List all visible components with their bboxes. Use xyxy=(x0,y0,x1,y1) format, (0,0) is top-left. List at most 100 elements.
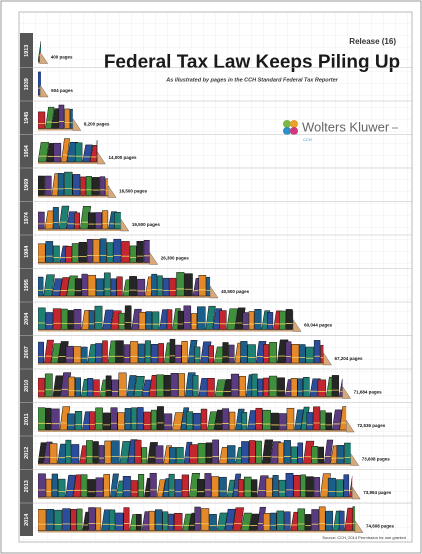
value-label: 74,608 pages xyxy=(366,524,395,529)
y-tick-label: 1945 xyxy=(24,112,30,124)
book xyxy=(64,171,73,196)
book xyxy=(116,276,123,297)
book xyxy=(102,412,111,431)
row: 1945 8,200 pages xyxy=(20,100,412,131)
book xyxy=(254,309,262,330)
book xyxy=(344,442,351,464)
book xyxy=(68,376,76,397)
book xyxy=(71,243,79,263)
book xyxy=(95,343,103,364)
book xyxy=(238,375,246,397)
book xyxy=(67,413,75,431)
bar-end xyxy=(350,452,360,466)
book xyxy=(267,312,274,330)
bar-end xyxy=(323,352,332,366)
book xyxy=(166,309,173,330)
books xyxy=(38,372,343,397)
book xyxy=(184,273,193,297)
book xyxy=(262,409,271,431)
book xyxy=(88,310,95,330)
book xyxy=(94,305,103,330)
book xyxy=(176,272,185,297)
book xyxy=(115,512,124,531)
bar-end xyxy=(39,50,49,64)
book xyxy=(38,509,47,531)
book xyxy=(145,311,153,330)
book xyxy=(88,212,96,230)
book xyxy=(162,511,169,531)
book xyxy=(109,473,119,498)
book xyxy=(76,508,83,531)
book xyxy=(302,377,310,397)
book xyxy=(261,439,274,464)
book xyxy=(58,478,66,498)
book xyxy=(65,345,74,364)
book xyxy=(57,173,65,196)
book xyxy=(59,277,70,297)
book xyxy=(255,407,263,431)
book xyxy=(248,311,255,330)
book xyxy=(82,144,93,163)
bar-end xyxy=(345,419,355,433)
book xyxy=(38,211,45,230)
book xyxy=(38,473,46,498)
y-tick-label: 2004 xyxy=(24,312,30,325)
book xyxy=(61,308,68,330)
book xyxy=(162,277,170,297)
book xyxy=(263,377,269,397)
book xyxy=(343,474,350,498)
book xyxy=(78,242,87,263)
book xyxy=(65,246,72,263)
books xyxy=(38,272,211,297)
book xyxy=(212,439,220,464)
books xyxy=(38,439,351,464)
book xyxy=(150,343,159,364)
book xyxy=(270,412,280,431)
bar-end xyxy=(342,385,351,399)
book xyxy=(228,344,235,364)
book xyxy=(209,514,217,531)
book xyxy=(138,343,145,364)
book xyxy=(87,378,94,397)
book xyxy=(38,307,46,330)
book xyxy=(143,411,151,431)
book xyxy=(197,478,205,498)
row: 2011 72,536 pages xyxy=(20,402,412,433)
book xyxy=(38,442,47,464)
book xyxy=(181,340,188,364)
book xyxy=(191,313,198,330)
book xyxy=(38,407,46,431)
book xyxy=(134,439,142,464)
book xyxy=(241,441,250,464)
y-tick-label: 1913 xyxy=(24,45,30,57)
book xyxy=(58,104,65,129)
row: 2012 73,608 pages xyxy=(20,435,412,466)
book xyxy=(80,176,86,196)
bar xyxy=(38,61,40,64)
book xyxy=(61,138,70,163)
book xyxy=(200,508,210,531)
book xyxy=(222,342,229,364)
book xyxy=(113,238,122,263)
bar-end xyxy=(352,486,361,500)
book xyxy=(169,277,177,297)
book xyxy=(138,311,146,330)
bar-end xyxy=(39,84,49,98)
book xyxy=(38,377,45,397)
book xyxy=(293,475,301,498)
book xyxy=(297,442,304,464)
book xyxy=(205,305,216,330)
book xyxy=(74,278,82,297)
book xyxy=(130,480,139,498)
book xyxy=(265,477,273,498)
book xyxy=(44,175,52,196)
book xyxy=(349,475,353,498)
bar xyxy=(38,530,355,533)
book xyxy=(257,378,264,397)
book xyxy=(52,308,62,330)
book xyxy=(152,311,160,330)
book xyxy=(151,273,158,297)
book xyxy=(45,478,52,498)
book xyxy=(313,477,321,498)
book xyxy=(108,509,116,531)
